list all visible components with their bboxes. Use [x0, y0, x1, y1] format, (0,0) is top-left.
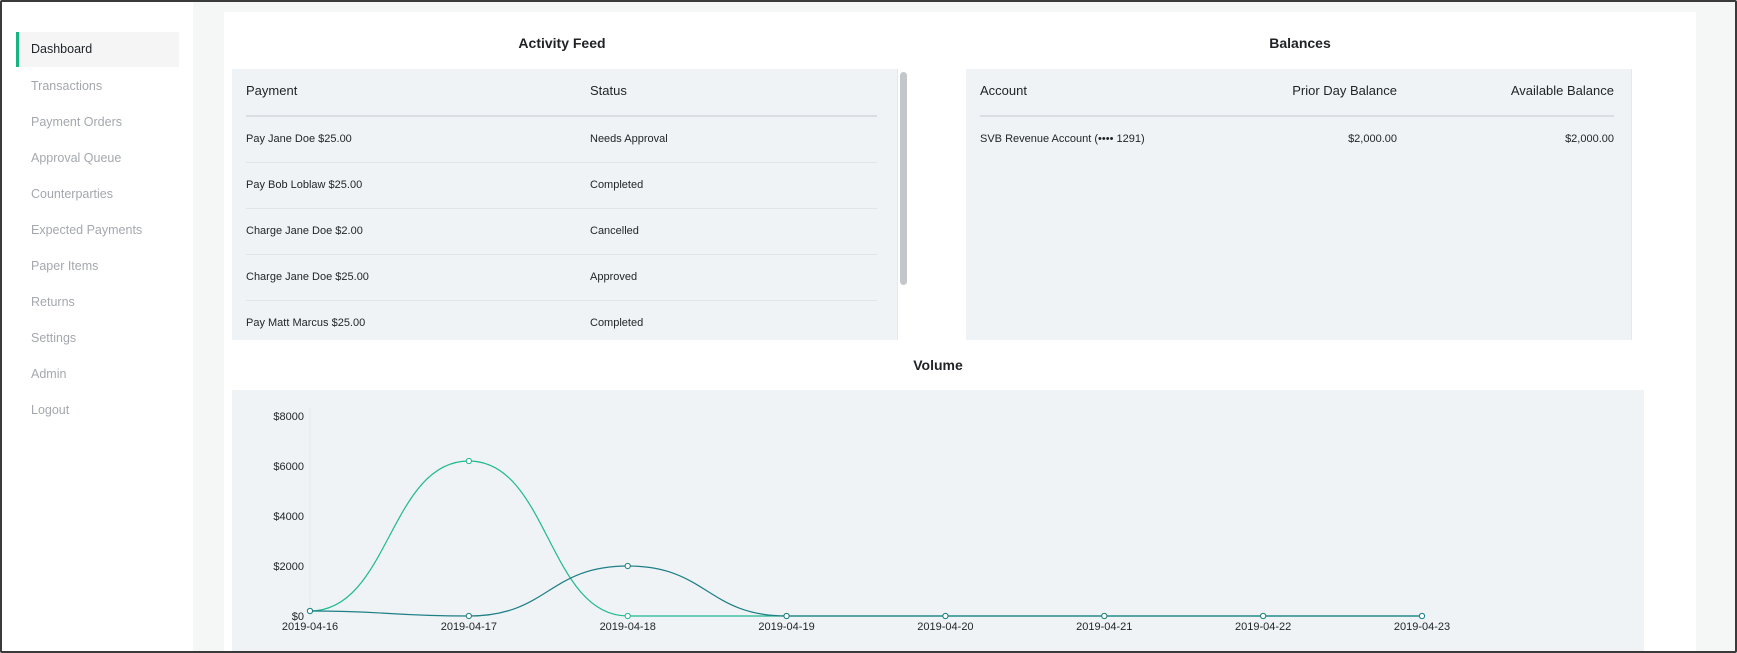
data-point	[624, 612, 631, 620]
volume-chart-panel: $0 $2000 $4000 $6000 $8000 2019-04-16 2019-04-…	[232, 390, 1644, 651]
activity-feed-title: Activity Feed	[518, 35, 606, 51]
data-point	[465, 457, 472, 465]
scrollbar-thumb[interactable]	[900, 72, 907, 285]
column-header-status[interactable]: Status	[590, 83, 627, 98]
data-point	[942, 612, 949, 620]
dashboard-card: Activity Feed Payment Status Pay Jane Do…	[224, 12, 1696, 651]
x-tick-label: 2019-04-17	[441, 621, 497, 633]
payment-cell: Pay Matt Marcus $25.00	[246, 317, 366, 329]
table-row[interactable]: Pay Bob Loblaw $25.00 Completed	[246, 163, 877, 209]
sidebar-item-counterparties[interactable]: Counterparties	[31, 187, 113, 201]
available-balance-cell: $2,000.00	[1565, 133, 1614, 145]
data-point	[1418, 612, 1426, 620]
activity-feed-scrollbar[interactable]	[897, 69, 908, 340]
y-tick-label: $6000	[273, 461, 304, 473]
header-divider	[980, 115, 1614, 117]
sidebar-nav: Dashboard Transactions Payment Orders Ap…	[16, 32, 179, 428]
balances-title: Balances	[1269, 35, 1331, 51]
sidebar-item-paper-items[interactable]: Paper Items	[31, 259, 99, 273]
y-tick-label: $0	[292, 611, 304, 623]
table-row[interactable]: Charge Jane Doe $2.00 Cancelled	[246, 209, 877, 255]
sidebar-item-payment-orders[interactable]: Payment Orders	[31, 115, 123, 129]
y-tick-label: $8000	[273, 411, 304, 423]
payment-cell: Charge Jane Doe $2.00	[246, 225, 363, 237]
payment-cell: Pay Jane Doe $25.00	[246, 133, 352, 145]
status-cell: Cancelled	[590, 225, 639, 237]
payment-cell: Pay Bob Loblaw $25.00	[246, 179, 363, 191]
series-line	[309, 460, 1422, 617]
status-cell: Needs Approval	[590, 133, 668, 145]
status-cell: Completed	[590, 317, 644, 329]
y-tick-label: $2000	[273, 561, 304, 573]
status-cell: Approved	[590, 271, 638, 283]
x-tick-label: 2019-04-23	[1394, 621, 1450, 633]
table-row[interactable]: Pay Matt Marcus $25.00 Completed	[246, 301, 877, 340]
x-tick-label: 2019-04-21	[1076, 621, 1132, 633]
data-point	[1260, 612, 1267, 620]
status-cell: Completed	[590, 179, 644, 191]
payment-cell: Charge Jane Doe $25.00	[246, 271, 369, 283]
sidebar-item-returns[interactable]: Returns	[31, 295, 75, 309]
data-point	[306, 607, 314, 615]
data-point	[624, 562, 631, 570]
volume-title: Volume	[913, 357, 963, 373]
table-row[interactable]: Charge Jane Doe $25.00 Approved	[246, 255, 877, 301]
x-tick-label: 2019-04-18	[600, 621, 656, 633]
column-header-account[interactable]: Account	[980, 83, 1027, 98]
y-tick-label: $4000	[273, 511, 304, 523]
data-point	[783, 612, 790, 620]
sidebar-item-settings[interactable]: Settings	[31, 331, 77, 345]
series-line	[309, 565, 1422, 617]
column-header-payment[interactable]: Payment	[246, 83, 298, 98]
balances-panel: Account Prior Day Balance Available Bala…	[966, 69, 1644, 340]
volume-chart: $0 $2000 $4000 $6000 $8000 2019-04-16 2019-04-…	[273, 408, 1450, 633]
sidebar-item-expected-payments[interactable]: Expected Payments	[31, 223, 143, 237]
x-tick-label: 2019-04-19	[758, 621, 814, 633]
sidebar-item-admin[interactable]: Admin	[31, 367, 67, 381]
data-point	[465, 612, 472, 620]
sidebar-item-approval-queue[interactable]: Approval Queue	[31, 151, 122, 165]
table-row[interactable]: SVB Revenue Account (•••• 1291) $2,000.0…	[980, 117, 1614, 162]
data-point	[1101, 612, 1108, 620]
sidebar-item-transactions[interactable]: Transactions	[31, 79, 103, 93]
header-divider	[246, 115, 877, 117]
balances-scrollbar[interactable]	[1631, 69, 1644, 340]
sidebar: Dashboard Transactions Payment Orders Ap…	[2, 2, 193, 651]
x-tick-label: 2019-04-20	[917, 621, 973, 633]
sidebar-item-dashboard[interactable]: Dashboard	[16, 32, 179, 67]
account-cell: SVB Revenue Account (•••• 1291)	[980, 133, 1145, 145]
activity-feed-panel: Payment Status Pay Jane Doe $25.00 Needs…	[232, 69, 908, 340]
sidebar-item-logout[interactable]: Logout	[31, 403, 70, 417]
column-header-available-balance[interactable]: Available Balance	[1510, 83, 1614, 98]
prior-day-balance-cell: $2,000.00	[1348, 133, 1397, 145]
x-tick-label: 2019-04-16	[282, 621, 338, 633]
column-header-prior-day-balance[interactable]: Prior Day Balance	[1292, 83, 1397, 98]
table-row[interactable]: Pay Jane Doe $25.00 Needs Approval	[246, 117, 877, 163]
x-tick-label: 2019-04-22	[1235, 621, 1291, 633]
